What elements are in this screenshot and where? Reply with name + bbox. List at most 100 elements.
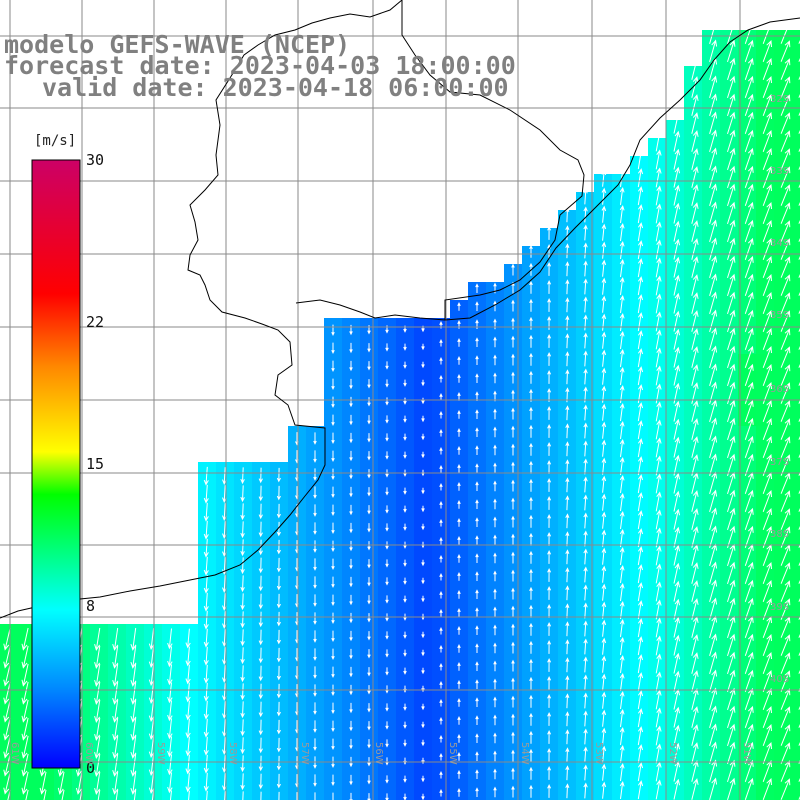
wind-arrow bbox=[744, 75, 754, 98]
wind-speed-cell bbox=[792, 534, 800, 553]
wind-speed-cell bbox=[576, 480, 595, 499]
wind-arrow bbox=[367, 721, 371, 731]
wind-arrow bbox=[439, 464, 443, 473]
wind-arrow bbox=[762, 454, 772, 476]
wind-speed-cell bbox=[594, 210, 613, 229]
wind-arrow bbox=[601, 547, 607, 565]
wind-arrow bbox=[240, 683, 245, 701]
wind-arrow bbox=[457, 752, 461, 761]
wind-speed-cell bbox=[702, 624, 721, 643]
wind-arrow bbox=[744, 597, 754, 620]
wind-arrow bbox=[276, 647, 281, 663]
wind-arrow bbox=[709, 363, 718, 387]
wind-arrow bbox=[493, 750, 497, 762]
wind-arrow bbox=[565, 405, 570, 421]
wind-arrow bbox=[457, 536, 461, 545]
wind-speed-cell bbox=[666, 426, 685, 445]
wind-arrow bbox=[439, 716, 443, 725]
wind-arrow bbox=[655, 347, 662, 368]
wind-speed-cell bbox=[594, 282, 613, 301]
wind-speed-cell bbox=[630, 678, 649, 697]
wind-arrow bbox=[673, 130, 681, 152]
wind-arrow bbox=[547, 334, 552, 348]
wind-arrow bbox=[691, 364, 699, 386]
wind-arrow bbox=[547, 496, 552, 510]
wind-arrow bbox=[762, 562, 772, 584]
wind-arrow bbox=[655, 329, 662, 350]
wind-speed-cell bbox=[594, 192, 613, 211]
wind-speed-cell bbox=[720, 84, 739, 103]
wind-arrow bbox=[727, 489, 736, 513]
wind-arrow bbox=[112, 627, 119, 651]
wind-arrow bbox=[744, 345, 754, 368]
wind-arrow bbox=[727, 93, 736, 117]
wind-speed-cell bbox=[702, 534, 721, 553]
wind-arrow bbox=[112, 735, 119, 759]
wind-speed-cell bbox=[684, 498, 703, 517]
wind-arrow bbox=[727, 165, 736, 189]
wind-arrow bbox=[349, 630, 353, 642]
wind-arrow bbox=[565, 549, 570, 565]
wind-arrow bbox=[439, 644, 443, 653]
wind-arrow bbox=[655, 545, 662, 566]
longitude-label: 52W bbox=[667, 742, 678, 765]
wind-arrow bbox=[565, 765, 570, 781]
wind-speed-cell bbox=[630, 570, 649, 589]
wind-arrow bbox=[744, 255, 754, 278]
wind-arrow bbox=[709, 327, 718, 351]
wind-arrow bbox=[403, 433, 407, 441]
wind-arrow bbox=[148, 754, 155, 777]
wind-arrow bbox=[439, 680, 443, 689]
wind-arrow bbox=[112, 717, 119, 741]
wind-arrow bbox=[457, 410, 461, 419]
wind-arrow bbox=[547, 550, 552, 564]
wind-speed-cell bbox=[684, 732, 703, 751]
wind-arrow bbox=[727, 399, 736, 423]
wind-arrow bbox=[673, 436, 681, 458]
wind-speed-cell bbox=[702, 408, 721, 427]
wind-speed-cell bbox=[198, 696, 217, 715]
wind-speed-cell bbox=[738, 732, 757, 751]
wind-arrow bbox=[385, 415, 389, 424]
wind-speed-cell bbox=[738, 642, 757, 661]
wind-speed-cell bbox=[684, 102, 703, 121]
wind-arrow bbox=[547, 730, 552, 744]
latitude-label: 35S bbox=[770, 310, 790, 321]
wind-arrow bbox=[240, 593, 245, 611]
wind-arrow bbox=[403, 649, 407, 657]
wind-arrow bbox=[673, 778, 681, 800]
wind-arrow bbox=[762, 670, 772, 692]
wind-arrow bbox=[709, 579, 718, 603]
wind-arrow bbox=[709, 183, 718, 207]
wind-arrow bbox=[601, 349, 607, 367]
wind-arrow bbox=[258, 755, 263, 772]
wind-arrow bbox=[691, 202, 699, 224]
colorbar-tick-15: 15 bbox=[86, 455, 105, 473]
wind-speed-cell bbox=[666, 732, 685, 751]
wind-speed-cell bbox=[720, 246, 739, 265]
wind-speed-cell bbox=[612, 570, 631, 589]
wind-speed-cell bbox=[630, 750, 649, 769]
wind-arrow bbox=[457, 716, 461, 725]
wind-speed-cell bbox=[720, 228, 739, 247]
wind-speed-cell bbox=[666, 714, 685, 733]
wind-arrow bbox=[276, 683, 281, 699]
wind-arrow bbox=[439, 698, 443, 707]
wind-speed-cell bbox=[108, 696, 127, 715]
wind-arrow bbox=[780, 436, 791, 458]
wind-speed-cell bbox=[792, 732, 800, 751]
wind-arrow bbox=[655, 527, 662, 548]
wind-arrow bbox=[583, 584, 588, 601]
wind-speed-cell bbox=[684, 624, 703, 643]
wind-speed-cell bbox=[576, 336, 595, 355]
wind-speed-cell bbox=[756, 480, 775, 499]
wind-arrow bbox=[403, 703, 407, 711]
wind-arrow bbox=[367, 523, 371, 533]
wind-arrow bbox=[385, 361, 389, 370]
wind-speed-cell bbox=[720, 768, 739, 787]
wind-arrow bbox=[439, 626, 443, 635]
wind-speed-cell bbox=[684, 750, 703, 769]
wind-arrow bbox=[547, 532, 552, 546]
wind-speed-cell bbox=[756, 192, 775, 211]
wind-arrow bbox=[276, 503, 281, 519]
